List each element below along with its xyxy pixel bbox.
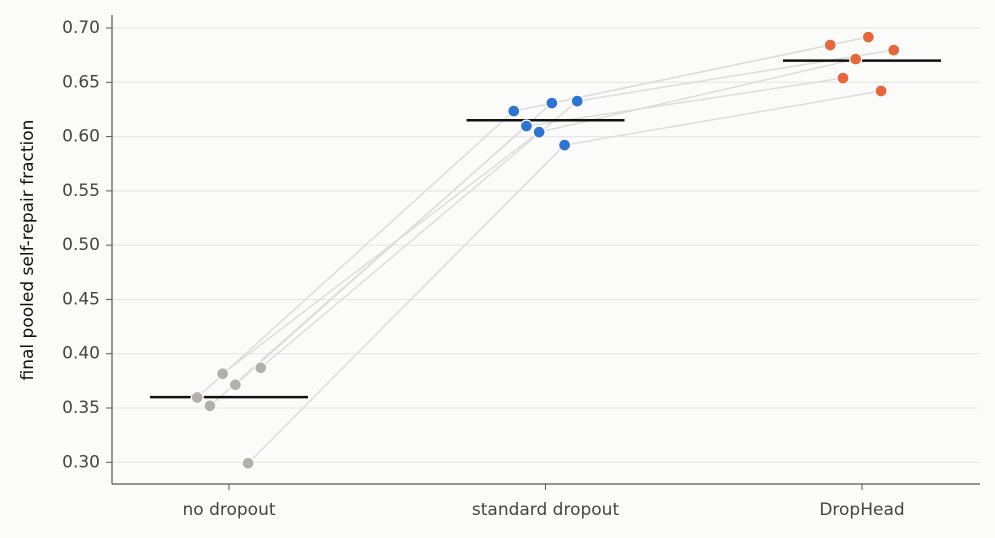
point	[519, 119, 534, 133]
point	[836, 71, 850, 85]
pair-line	[260, 100, 578, 369]
y-tick-label: 0.65	[62, 72, 100, 92]
point	[254, 361, 268, 375]
y-tick-label: 0.45	[62, 289, 100, 309]
point	[545, 96, 559, 110]
point	[570, 94, 584, 108]
point	[190, 390, 204, 405]
y-axis-label: final pooled self-repair fraction	[18, 120, 38, 381]
x-tick-label: standard dropout	[472, 500, 620, 520]
y-tick-label: 0.35	[62, 398, 100, 418]
point	[241, 456, 255, 470]
x-tick-label: DropHead	[819, 500, 904, 520]
pair-line	[196, 110, 515, 399]
pair-line	[247, 144, 566, 464]
point	[557, 138, 572, 152]
y-tick-label: 0.50	[62, 235, 100, 255]
y-tick-label: 0.40	[62, 344, 100, 364]
pair-line	[577, 49, 894, 102]
pair-line	[526, 77, 844, 127]
point	[887, 43, 901, 57]
x-tick-label: no dropout	[182, 500, 275, 520]
y-tick-label: 0.55	[62, 181, 100, 201]
point	[203, 399, 217, 413]
pair-line	[222, 131, 540, 375]
point	[874, 84, 888, 98]
pair-line	[234, 102, 553, 386]
pair-line	[551, 36, 869, 104]
point	[215, 367, 230, 381]
point	[228, 378, 243, 392]
pair-line	[564, 90, 882, 146]
point	[532, 125, 546, 139]
point	[507, 104, 521, 118]
point	[849, 52, 863, 66]
y-tick-label: 0.70	[62, 18, 100, 38]
point	[861, 30, 875, 44]
y-tick-label: 0.60	[62, 127, 100, 147]
point	[823, 38, 837, 52]
y-tick-label: 0.30	[62, 452, 100, 472]
